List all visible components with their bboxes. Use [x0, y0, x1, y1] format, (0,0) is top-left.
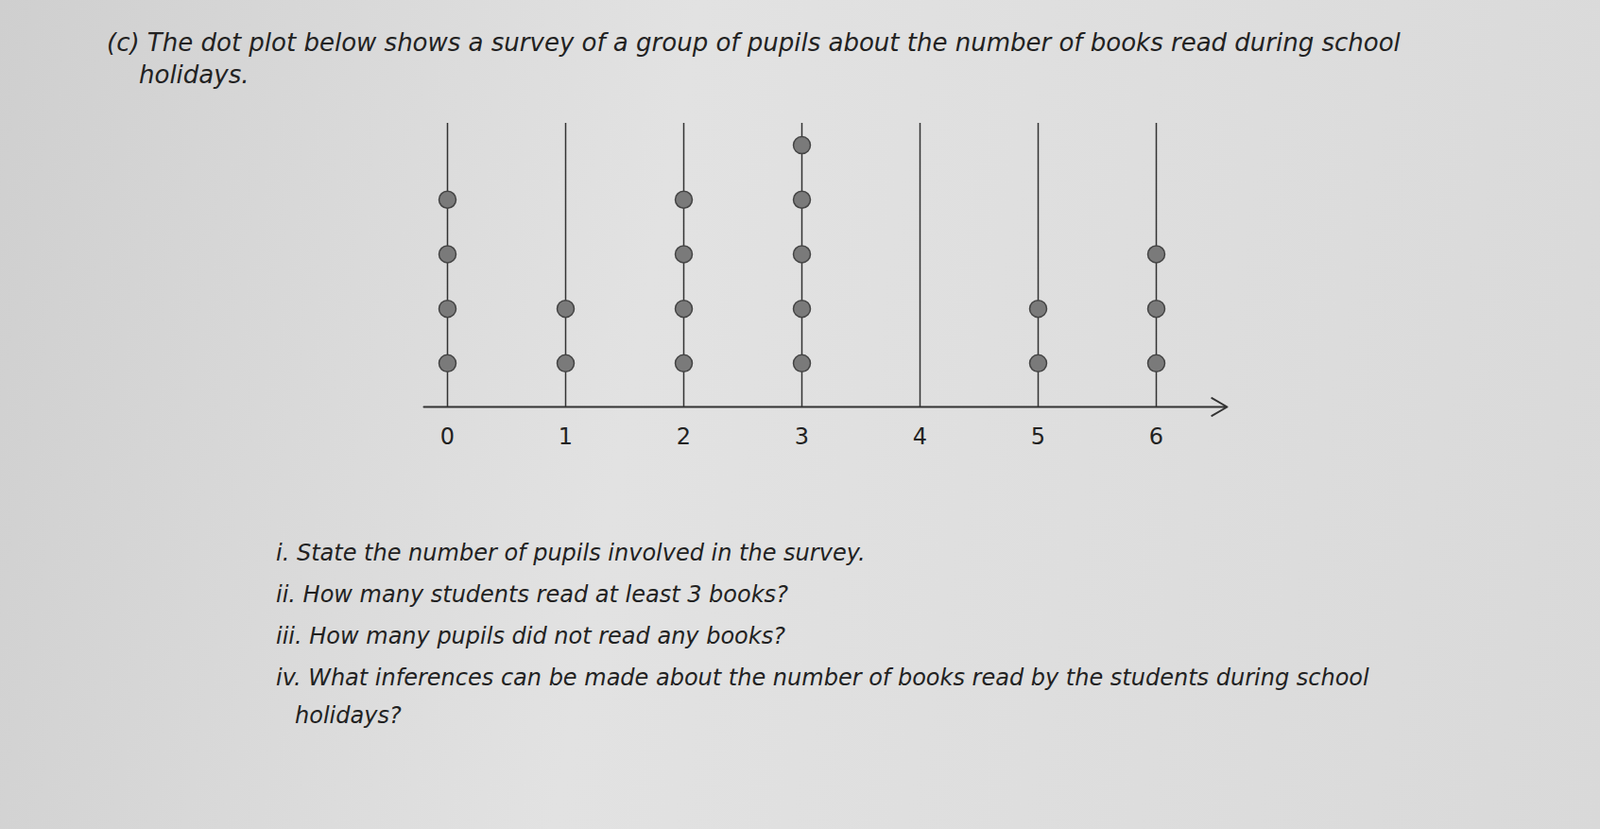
svg-text:3: 3 — [794, 423, 809, 450]
svg-text:6: 6 — [1149, 423, 1164, 450]
html-text:ii. How many students read at: ii. How many students read at least 3 bo… — [275, 581, 789, 608]
svg-text:2: 2 — [676, 423, 691, 450]
html-text:iii. How many pupils did not r: iii. How many pupils did not read any bo… — [275, 622, 786, 650]
svg-text:0: 0 — [440, 423, 455, 450]
html-text:iv. What inferences can be mad: iv. What inferences can be made about th… — [275, 664, 1370, 729]
html-text:i. State the number of pupils: i. State the number of pupils involved i… — [275, 539, 866, 567]
svg-text:5: 5 — [1031, 423, 1046, 450]
svg-text:4: 4 — [912, 423, 928, 450]
html-text:(c) The dot plot below shows a: (c) The dot plot below shows a survey of… — [106, 28, 1401, 89]
svg-text:1: 1 — [558, 423, 573, 450]
